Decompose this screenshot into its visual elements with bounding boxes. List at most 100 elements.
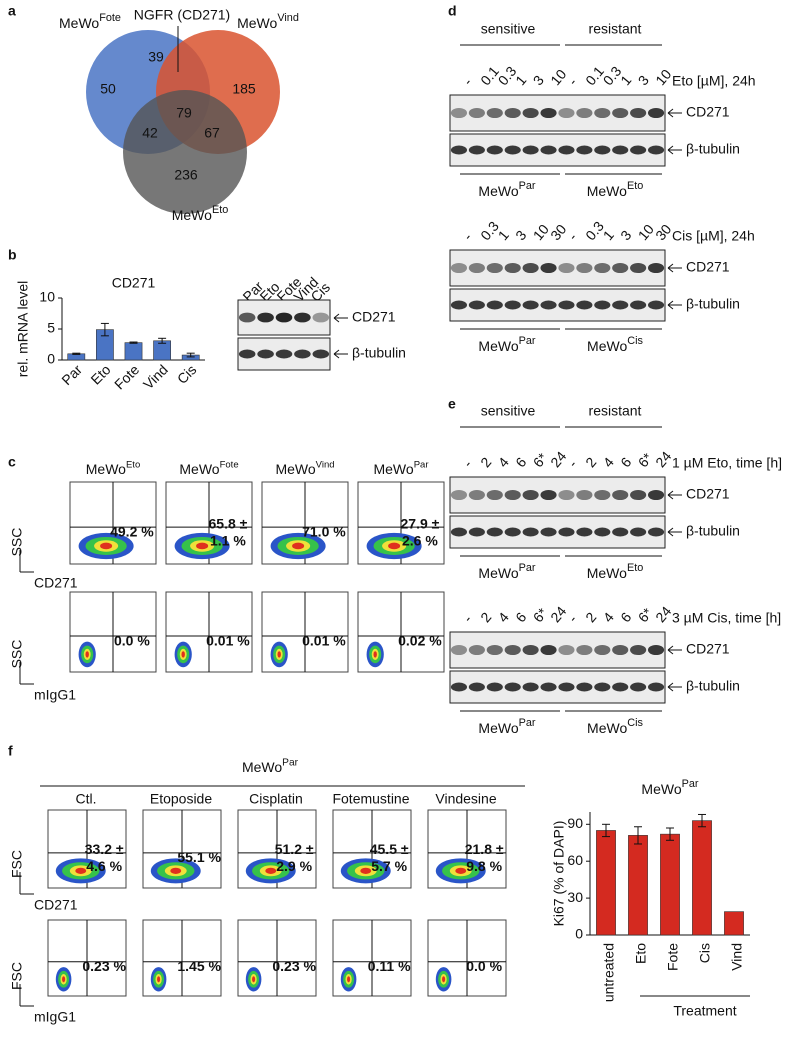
band <box>450 527 468 537</box>
band <box>630 300 647 310</box>
band <box>630 262 647 274</box>
percentage-label: 71.0 % <box>302 524 346 540</box>
lane-label: 1 <box>600 227 617 243</box>
error-bar <box>100 322 109 337</box>
band <box>612 644 629 656</box>
band <box>540 145 557 155</box>
group-header: MeWoPar <box>242 757 299 775</box>
percentage-label: 45.5 ± <box>370 841 409 857</box>
band <box>594 644 611 656</box>
band <box>238 349 256 359</box>
band <box>257 312 274 323</box>
name-base: MeWo <box>587 338 627 354</box>
name-sup: Eto <box>627 180 643 192</box>
lane-label: - <box>460 611 475 625</box>
band <box>558 682 575 692</box>
arrow <box>333 349 340 355</box>
percentage-label: 21.8 ± <box>465 841 504 857</box>
band <box>647 489 665 501</box>
venn-eto <box>123 90 247 214</box>
name-base: MeWo <box>587 720 627 736</box>
lane-label: 6 <box>512 609 529 625</box>
band <box>647 107 665 119</box>
band <box>647 644 665 656</box>
x-tick-label: Fote <box>111 361 142 392</box>
band <box>468 527 485 537</box>
band <box>486 644 503 656</box>
band <box>504 644 521 656</box>
lane-label: - <box>565 611 580 625</box>
band <box>594 300 611 310</box>
band-label: β-tubulin <box>686 523 740 539</box>
arrow <box>667 490 674 496</box>
band <box>522 262 539 274</box>
blot-frame <box>449 476 666 514</box>
blot-frame <box>449 94 666 132</box>
error-bar <box>634 826 642 845</box>
flow-density <box>277 651 281 658</box>
percentage-label: 4.6 % <box>86 858 122 874</box>
band <box>294 349 311 359</box>
band <box>612 682 629 692</box>
band <box>504 300 521 310</box>
band <box>558 644 575 656</box>
band <box>540 489 557 501</box>
cell-line-label: MeWoPar <box>373 459 429 477</box>
flow-density <box>455 867 467 874</box>
flow-density <box>170 867 182 874</box>
lane-label: 3 <box>530 72 547 88</box>
flow-density <box>265 867 277 874</box>
band <box>576 107 593 119</box>
name-sup: Par <box>519 562 536 574</box>
axis-label: FSC <box>9 962 25 990</box>
flow-density <box>75 867 87 874</box>
name-base: MeWo <box>478 183 518 199</box>
error-bar <box>698 813 706 828</box>
band <box>540 527 557 537</box>
name-base: MeWo <box>478 338 518 354</box>
name-base: MeWo <box>641 781 681 797</box>
x-axis-label: Treatment <box>673 1003 736 1019</box>
band <box>630 682 647 692</box>
band <box>504 682 521 692</box>
name-sup: Cis <box>627 717 643 729</box>
panel-letter: a <box>8 3 16 19</box>
error-bar <box>72 352 81 355</box>
band <box>576 682 593 692</box>
y-axis-label: rel. mRNA level <box>15 281 31 377</box>
band <box>504 262 521 274</box>
band <box>558 489 575 501</box>
band <box>522 145 539 155</box>
band-label: β-tubulin <box>352 345 406 361</box>
venn-count: 50 <box>100 81 116 97</box>
chart-title: MeWoPar <box>641 778 699 797</box>
group-label: sensitive <box>481 21 536 37</box>
name-sup: Eto <box>212 204 228 216</box>
flow-density <box>347 976 351 983</box>
percentage-label: 33.2 ± <box>85 841 124 857</box>
group-label: resistant <box>589 403 642 419</box>
name-sup: Par <box>519 335 536 347</box>
band-label: β-tubulin <box>686 141 740 157</box>
band <box>594 527 611 537</box>
treatment-label: 1 µM Eto, time [h] <box>672 455 782 471</box>
band <box>450 644 468 656</box>
lane-label: - <box>460 74 475 88</box>
band <box>630 107 647 119</box>
band <box>468 300 485 310</box>
arrow <box>667 686 674 692</box>
band <box>576 489 593 501</box>
band <box>450 489 468 501</box>
band <box>630 489 647 501</box>
arrow <box>667 145 674 151</box>
blot-frame <box>449 133 666 167</box>
name-base: MeWo <box>373 461 413 477</box>
venn-count: 42 <box>142 125 158 141</box>
arrow <box>667 304 674 310</box>
band <box>594 107 611 119</box>
arrow <box>667 494 674 500</box>
band <box>486 300 503 310</box>
arrow <box>333 353 340 359</box>
name-sup: Fote <box>220 459 239 470</box>
